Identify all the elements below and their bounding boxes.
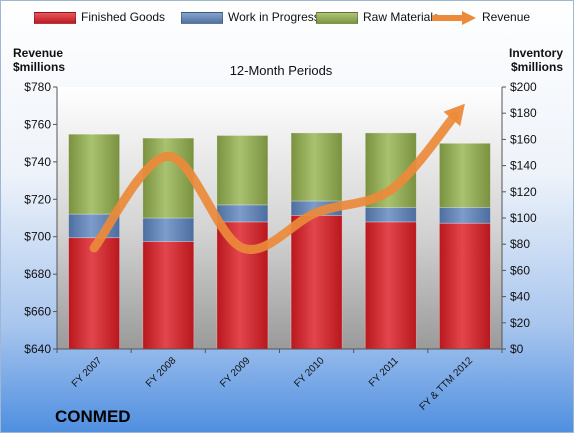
right-tick-label-0: $0 xyxy=(510,342,524,356)
legend-arrow-revenue xyxy=(432,11,476,25)
bar-raw-materials-2 xyxy=(216,135,269,206)
right-axis-title: Inventory $millions xyxy=(509,46,563,74)
bar-raw-materials-0 xyxy=(68,133,120,215)
revenue-line xyxy=(89,111,459,254)
bar-finished-goods-4 xyxy=(364,221,417,350)
right-axis-title-line1: Inventory xyxy=(508,46,563,60)
revenue-line-layer xyxy=(89,103,465,254)
left-axis-title: Revenue $millions xyxy=(13,46,65,74)
legend-label-finished-goods: Finished Goods xyxy=(81,10,166,24)
bar-work-in-progress-1 xyxy=(142,217,195,243)
x-tick-label-2: FY 2009 xyxy=(218,355,253,390)
x-tick-label-0: FY 2007 xyxy=(70,355,105,390)
left-tick-label-6: $760 xyxy=(24,117,51,131)
left-tick-label-1: $660 xyxy=(24,305,51,319)
left-axis-title-line1: Revenue xyxy=(13,46,64,60)
bar-finished-goods-5 xyxy=(438,222,491,350)
bar-finished-goods-3 xyxy=(290,214,343,350)
bar-finished-goods-2 xyxy=(216,221,269,350)
x-tick-label-4: FY 2011 xyxy=(367,355,401,389)
right-tick-label-10: $200 xyxy=(510,80,537,94)
right-tick-label-4: $80 xyxy=(510,237,530,251)
left-tick-label-2: $680 xyxy=(24,267,51,281)
right-tick-label-6: $120 xyxy=(510,185,537,199)
bar-finished-goods-1 xyxy=(142,241,195,350)
right-tick-label-1: $20 xyxy=(510,316,530,330)
bar-raw-materials-3 xyxy=(290,132,343,202)
legend: Finished Goods Work in Progress Raw Mate… xyxy=(1,9,573,27)
x-tick-label-1: FY 2008 xyxy=(144,355,179,390)
revenue-arrowhead xyxy=(443,103,465,127)
right-tick-label-3: $60 xyxy=(510,263,530,277)
bar-raw-materials-5 xyxy=(438,142,491,208)
right-tick-label-9: $180 xyxy=(510,106,537,120)
left-axis-title-line2: $millions xyxy=(13,60,66,74)
left-tick-label-3: $700 xyxy=(24,230,51,244)
bar-finished-goods-0 xyxy=(68,237,120,350)
legend-swatch-raw-materials xyxy=(316,12,358,24)
legend-label-revenue: Revenue xyxy=(482,10,531,24)
left-tick-label-0: $640 xyxy=(24,342,51,356)
x-tick-label-3: FY 2010 xyxy=(292,355,327,390)
bar-raw-materials-1 xyxy=(142,137,195,219)
chart-title: 12-Month Periods xyxy=(229,63,333,78)
legend-label-raw-materials: Raw Materials xyxy=(363,10,440,24)
bar-work-in-progress-5 xyxy=(438,207,491,224)
legend-swatch-finished-goods xyxy=(34,12,76,24)
plot-area xyxy=(57,87,502,349)
legend-label-work-in-progress: Work in Progress xyxy=(228,10,320,24)
bar-work-in-progress-2 xyxy=(216,204,269,223)
right-tick-label-7: $140 xyxy=(510,159,537,173)
left-tick-label-5: $740 xyxy=(24,155,51,169)
right-axis-title-line2: $millions xyxy=(510,60,563,74)
right-tick-label-5: $100 xyxy=(510,211,537,225)
legend-swatch-work-in-progress xyxy=(181,12,223,24)
right-tick-label-8: $160 xyxy=(510,132,537,146)
bar-work-in-progress-4 xyxy=(364,207,417,223)
left-tick-label-4: $720 xyxy=(24,192,51,206)
company-name: CONMED xyxy=(55,407,131,426)
left-tick-label-7: $780 xyxy=(24,80,51,94)
x-tick-label-5: FY & TTM 2012 xyxy=(418,355,476,413)
right-tick-label-2: $40 xyxy=(510,290,530,304)
